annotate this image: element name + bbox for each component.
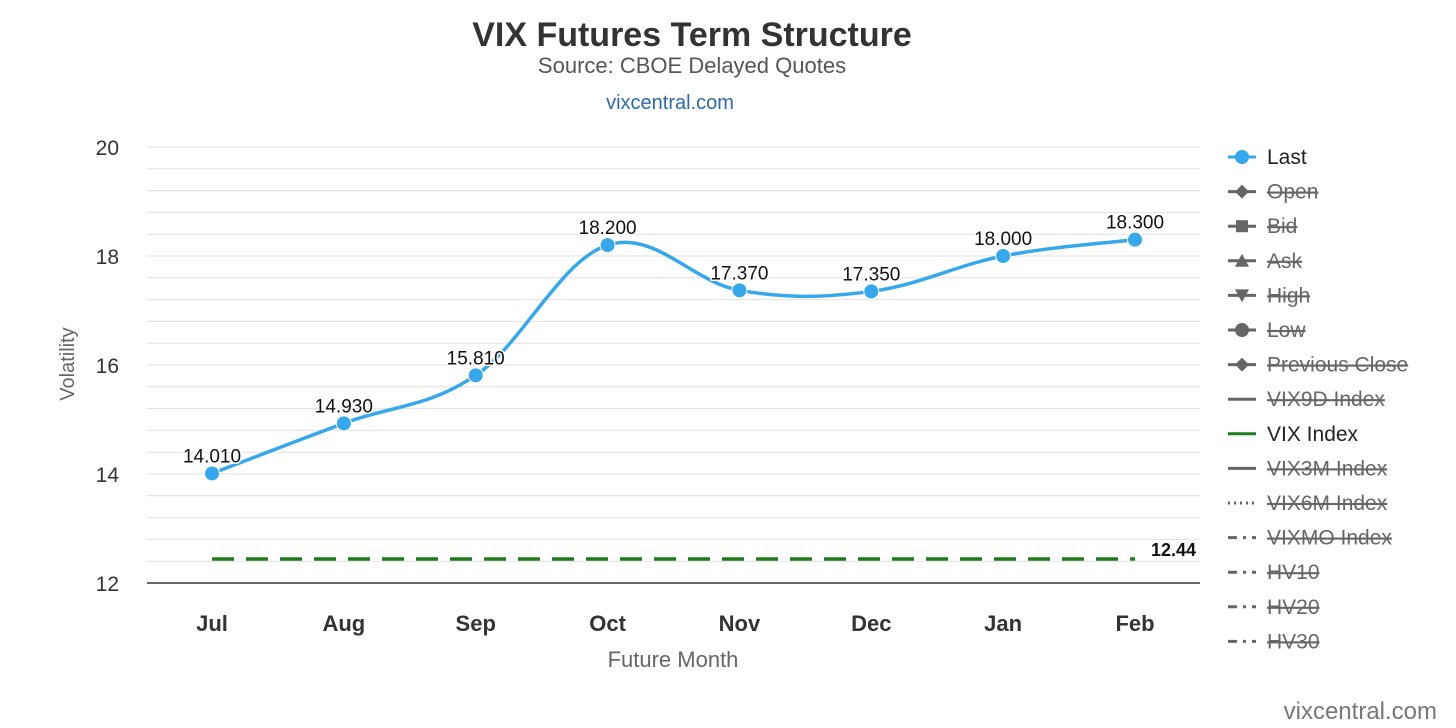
grid xyxy=(147,146,1200,584)
legend-item-open[interactable]: Open xyxy=(1228,181,1318,204)
legend-item-ask[interactable]: Ask xyxy=(1228,250,1303,273)
legend-item-vix6m-index[interactable]: VIX6M Index xyxy=(1228,492,1388,515)
last-data-label: 14.930 xyxy=(315,396,373,417)
y-tick-label: 20 xyxy=(96,137,119,160)
legend-label: Ask xyxy=(1267,250,1303,273)
y-tick-label: 18 xyxy=(96,246,119,269)
legend-label: Low xyxy=(1267,319,1306,342)
last-data-point[interactable] xyxy=(731,282,748,299)
last-data-label: 18.200 xyxy=(579,218,637,239)
legend-label: High xyxy=(1267,284,1310,307)
legend-label: VIX6M Index xyxy=(1267,492,1388,515)
legend-label: VIX3M Index xyxy=(1267,457,1388,480)
last-data-label: 18.000 xyxy=(974,229,1032,250)
last-data-point[interactable] xyxy=(599,237,616,254)
legend-label: VIXMO Index xyxy=(1267,527,1392,550)
last-data-label: 15.810 xyxy=(447,348,505,369)
legend-item-vix3m-index[interactable]: VIX3M Index xyxy=(1228,457,1388,480)
legend-item-hv10[interactable]: HV10 xyxy=(1228,561,1320,584)
legend-item-previous-close[interactable]: Previous Close xyxy=(1228,354,1408,377)
credit-link[interactable]: vixcentral.com xyxy=(606,92,734,114)
series: 14.010 14.930 15.810 18.200 17.370 17.350 18.0… xyxy=(181,211,1196,561)
last-data-label: 17.350 xyxy=(842,264,900,285)
last-data-point[interactable] xyxy=(204,465,220,482)
legend-item-high[interactable]: High xyxy=(1228,284,1310,307)
x-tick-label: Dec xyxy=(851,611,891,636)
x-tick-label: Nov xyxy=(719,611,761,636)
legend-item-hv30[interactable]: HV30 xyxy=(1228,630,1320,653)
diamond-marker-icon xyxy=(1228,184,1256,199)
legend-label: HV10 xyxy=(1267,561,1320,584)
last-data-point[interactable] xyxy=(995,248,1012,264)
legend[interactable]: Last Open Bid Ask High Low Previous Close VIX9D… xyxy=(1228,146,1408,653)
square-marker-icon xyxy=(1228,220,1256,233)
last-data-point[interactable] xyxy=(467,367,484,384)
legend-item-vix9d-index[interactable]: VIX9D Index xyxy=(1228,388,1385,411)
last-data-point[interactable] xyxy=(1127,231,1143,248)
last-data-label: 17.370 xyxy=(710,263,768,284)
chart-title: VIX Futures Term Structure xyxy=(472,16,912,54)
x-axis-title: Future Month xyxy=(608,647,739,672)
legend-item-vixmo-index[interactable]: VIXMO Index xyxy=(1228,527,1392,550)
last-data-point[interactable] xyxy=(863,283,880,300)
y-tick-label: 14 xyxy=(96,464,120,487)
chart-subtitle: Source: CBOE Delayed Quotes xyxy=(538,53,846,78)
legend-label: HV20 xyxy=(1267,596,1320,619)
legend-label: HV30 xyxy=(1267,630,1320,653)
circle-marker-icon xyxy=(1228,150,1256,164)
y-tick-label: 16 xyxy=(96,355,119,378)
vix-index-value-label: 12.44 xyxy=(1151,540,1196,560)
legend-label: Bid xyxy=(1267,215,1297,238)
x-tick-label: Aug xyxy=(322,611,365,636)
legend-item-bid[interactable]: Bid xyxy=(1228,215,1297,238)
diamond-marker-icon xyxy=(1228,357,1256,372)
circle-marker-icon xyxy=(1228,323,1256,337)
y-axis-title: Volatility xyxy=(57,327,79,400)
x-tick-label: Oct xyxy=(589,611,626,636)
x-tick-label: Sep xyxy=(456,611,496,636)
last-data-label: 14.010 xyxy=(183,446,241,467)
legend-label: Open xyxy=(1267,181,1318,204)
legend-item-hv20[interactable]: HV20 xyxy=(1228,596,1320,619)
y-tick-label: 12 xyxy=(96,573,119,596)
x-tick-label: Jul xyxy=(196,611,228,636)
legend-label: VIX Index xyxy=(1267,423,1359,446)
x-axis: Jul Aug Sep Oct Nov Dec Jan Feb xyxy=(196,611,1154,636)
x-tick-label: Feb xyxy=(1115,611,1154,636)
legend-label: Previous Close xyxy=(1267,354,1408,377)
legend-label: Last xyxy=(1267,146,1307,169)
triangle-down-marker-icon xyxy=(1228,289,1256,303)
last-data-point[interactable] xyxy=(335,415,352,432)
y-axis: 12 14 16 18 20 xyxy=(96,137,120,596)
legend-item-vix-index[interactable]: VIX Index xyxy=(1228,423,1359,446)
watermark: vixcentral.com xyxy=(1284,698,1437,725)
legend-item-last[interactable]: Last xyxy=(1228,146,1307,169)
x-tick-label: Jan xyxy=(984,611,1022,636)
legend-label: VIX9D Index xyxy=(1267,388,1385,411)
legend-item-low[interactable]: Low xyxy=(1228,319,1306,342)
last-data-label: 18.300 xyxy=(1106,213,1164,234)
last-series-line xyxy=(211,237,1136,476)
triangle-marker-icon xyxy=(1228,253,1256,267)
